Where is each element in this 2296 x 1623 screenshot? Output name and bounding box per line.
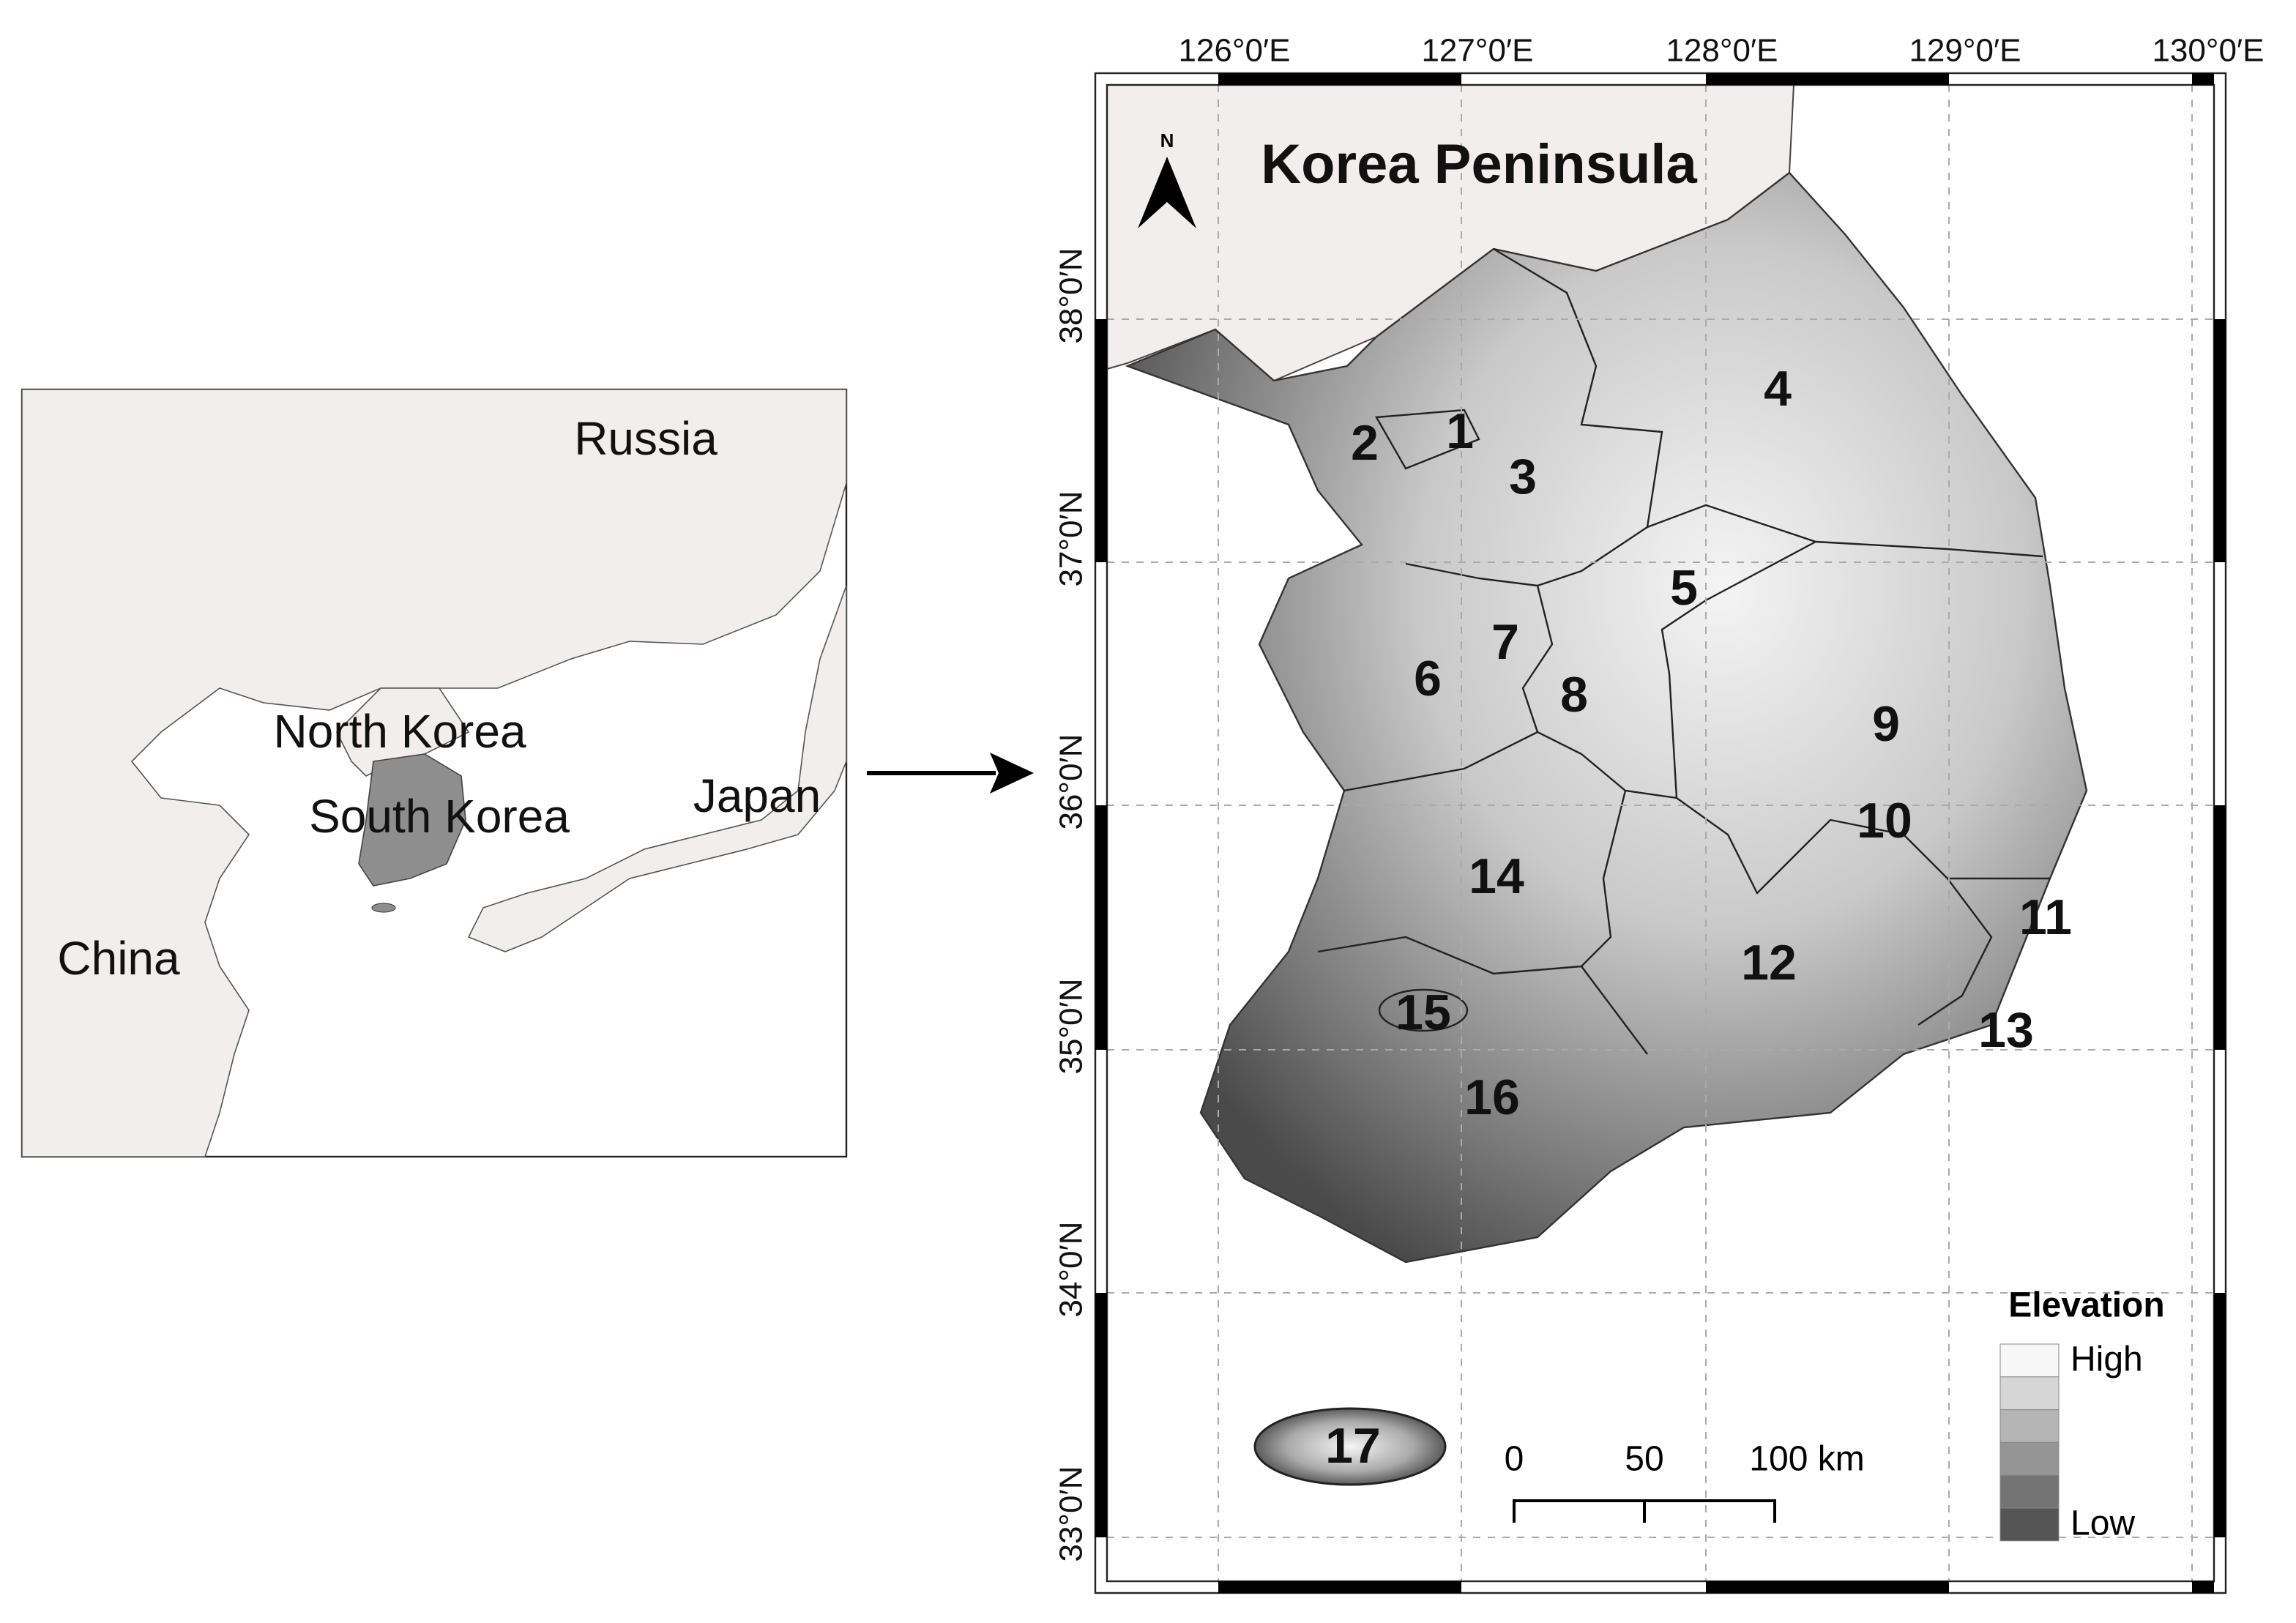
region-number: 1 [1446, 403, 1474, 459]
north-arrow: N [1138, 130, 1196, 228]
legend-low: Low [2070, 1504, 2135, 1543]
jeju-island [1253, 1407, 1447, 1486]
frame-band [1218, 1581, 1461, 1593]
lat-label: 33°0′N [1054, 1466, 1089, 1562]
lon-label: 127°0′E [1421, 33, 1533, 69]
legend-swatch [1999, 1376, 2060, 1411]
lat-label: 35°0′N [1054, 978, 1089, 1074]
region-number: 4 [1764, 361, 1792, 417]
inset-label: Japan [693, 769, 821, 822]
region-number: 2 [1351, 415, 1379, 471]
region-number: 8 [1560, 667, 1588, 723]
inset-jeju [371, 903, 396, 913]
south-korea-land [1125, 171, 2088, 1264]
frame-band [2192, 1581, 2214, 1593]
region-number: 5 [1670, 560, 1698, 616]
region-number: 11 [2019, 889, 2072, 945]
frame-band [2214, 319, 2226, 562]
legend-swatch [1999, 1409, 2060, 1443]
region-number: 15 [1395, 985, 1451, 1040]
legend-swatch [1999, 1441, 2060, 1476]
lat-label: 36°0′N [1054, 734, 1089, 829]
region-boundaries [1317, 247, 2050, 1055]
region-number: 12 [1741, 935, 1797, 990]
region-number: 9 [1872, 696, 1900, 752]
north-label: N [1160, 130, 1174, 152]
lon-label: 126°0′E [1178, 33, 1290, 69]
frame-bands [1095, 73, 2226, 1593]
legend-swatch [1999, 1343, 2060, 1378]
frame-band [2214, 805, 2226, 1050]
frame-band [1095, 319, 1107, 562]
frame-band [2214, 1293, 2226, 1537]
inset-map: Russia North Korea South Korea Japan Chi… [20, 388, 848, 1158]
inset-continent [21, 389, 847, 1157]
region-number: 7 [1491, 614, 1519, 670]
inset-label: South Korea [309, 790, 570, 843]
legend-swatch [1999, 1507, 2060, 1542]
inset-south-korea [358, 753, 466, 887]
legend-title: Elevation [2008, 1286, 2164, 1325]
lat-label: 38°0′N [1054, 247, 1089, 343]
region-number: 3 [1509, 449, 1537, 504]
scale-label: 50 [1625, 1440, 1663, 1479]
frame-band [1706, 1581, 1949, 1593]
frame-band [1218, 73, 1461, 85]
map-title: Korea Peninsula [1261, 133, 1697, 195]
inset-label: Russia [574, 412, 718, 465]
scale-label: 0 [1505, 1440, 1524, 1479]
legend-high: High [2070, 1340, 2143, 1379]
lon-label: 129°0′E [1909, 33, 2021, 69]
lon-label: 128°0′E [1666, 33, 1778, 69]
frame-band [1095, 805, 1107, 1050]
graticule [1107, 85, 2214, 1581]
region-number: 6 [1414, 651, 1442, 706]
region-number: 17 [1325, 1418, 1381, 1474]
legend-swatch [1999, 1474, 2060, 1509]
lat-label: 34°0′N [1054, 1221, 1089, 1317]
inset-label: China [57, 932, 180, 985]
inset-japan [467, 585, 847, 952]
main-map: Korea Peninsula N Elevation High Low 0 5… [1054, 33, 2265, 1594]
lat-label: 37°0′N [1054, 490, 1089, 586]
pointer-arrow [867, 753, 1034, 794]
region-number: 10 [1857, 793, 1912, 848]
frame-band [1706, 73, 1949, 85]
legend: Elevation High Low [1999, 1286, 2165, 1543]
inset-label: North Korea [273, 705, 526, 758]
scale-bar: 0 50 100 km [1505, 1440, 1865, 1523]
region-number: 13 [1978, 1002, 2034, 1058]
frame-band [1095, 1293, 1107, 1537]
frame-band [2192, 73, 2214, 85]
scale-label: 100 km [1749, 1440, 1864, 1479]
region-number: 14 [1469, 848, 1524, 904]
lon-label: 130°0′E [2152, 33, 2264, 69]
region-number: 16 [1464, 1070, 1520, 1125]
